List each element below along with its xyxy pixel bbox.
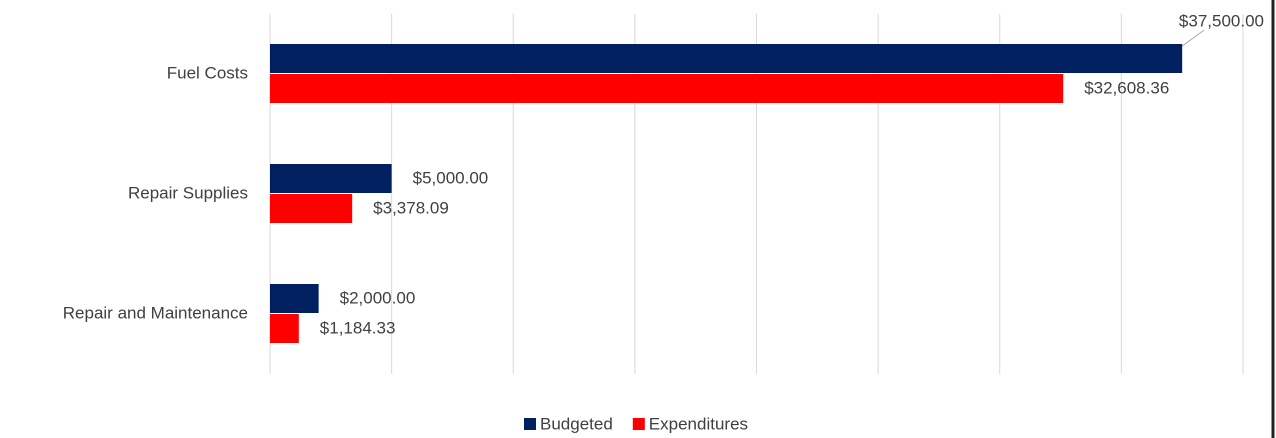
bar bbox=[270, 194, 353, 223]
legend-label: Expenditures bbox=[649, 414, 748, 433]
data-label: $37,500.00 bbox=[1179, 11, 1264, 30]
bar bbox=[270, 44, 1183, 73]
data-label: $1,184.33 bbox=[320, 318, 396, 337]
bar bbox=[270, 164, 392, 193]
y-tick-label: Repair Supplies bbox=[128, 183, 248, 202]
y-tick-label: Repair and Maintenance bbox=[63, 303, 248, 322]
data-label: $2,000.00 bbox=[340, 288, 416, 307]
bar bbox=[270, 74, 1064, 103]
bar bbox=[270, 314, 299, 343]
data-label: $5,000.00 bbox=[413, 168, 489, 187]
data-label: $32,608.36 bbox=[1084, 78, 1169, 97]
legend-swatch bbox=[632, 418, 645, 430]
legend-swatch bbox=[524, 418, 536, 430]
y-tick-label: Fuel Costs bbox=[167, 63, 248, 82]
bar bbox=[270, 284, 319, 313]
data-label: $3,378.09 bbox=[373, 198, 449, 217]
legend-label: Budgeted bbox=[540, 414, 613, 433]
leader-line bbox=[1181, 29, 1205, 47]
